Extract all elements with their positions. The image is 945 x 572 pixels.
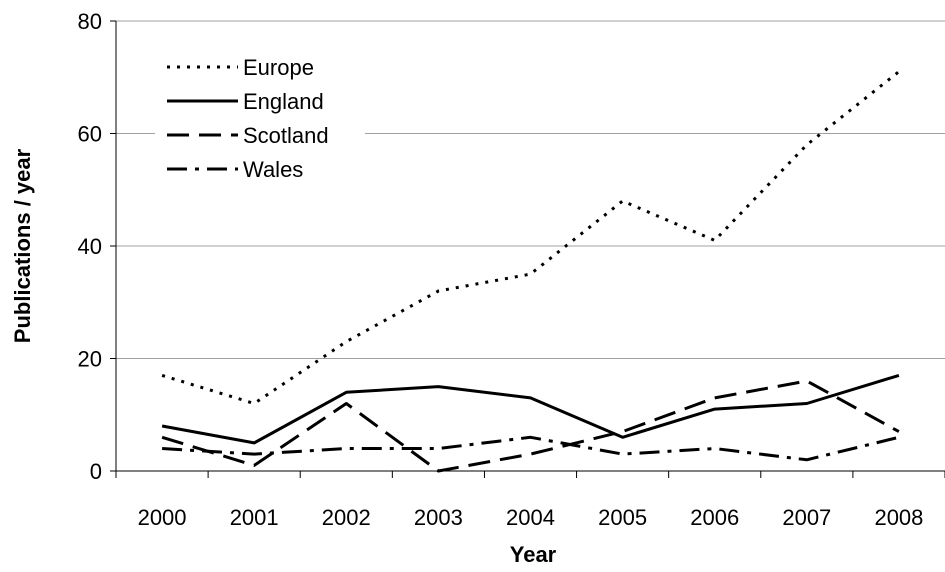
y-tick-label: 80: [78, 9, 102, 34]
series-line-scotland: [161, 379, 900, 473]
x-tick-label: 2007: [782, 505, 831, 530]
x-tick-label: 2001: [230, 505, 279, 530]
x-tick-label: 2000: [138, 505, 187, 530]
legend-label-scotland: Scotland: [243, 123, 329, 148]
legend-background: [155, 44, 365, 194]
axes: [110, 20, 945, 478]
x-tick-label: 2003: [414, 505, 463, 530]
legend-label-england: England: [243, 89, 324, 114]
series-line-wales: [162, 435, 900, 462]
x-axis-title: Year: [510, 542, 557, 567]
x-tick-labels: 2000 2001 2002 2003 2004 2005 2006 2007 2008: [138, 505, 924, 530]
x-tick-label: 2008: [874, 505, 923, 530]
y-tick-label: 0: [90, 459, 102, 484]
y-tick-label: 20: [78, 347, 102, 372]
x-tick-label: 2004: [506, 505, 555, 530]
y-axis-title: Publications / year: [10, 148, 35, 343]
series-line-england: [161, 373, 900, 445]
series-line-europe: [161, 70, 900, 405]
x-tick-label: 2006: [690, 505, 739, 530]
y-tick-label: 60: [78, 122, 102, 147]
series-lines: [161, 70, 900, 473]
legend-label-wales: Wales: [243, 157, 303, 182]
y-tick-labels: 0 20 40 60 80: [78, 9, 102, 484]
legend: Europe England Scotland Wales: [155, 44, 365, 194]
y-tick-label: 40: [78, 234, 102, 259]
x-tick-label: 2005: [598, 505, 647, 530]
legend-label-europe: Europe: [243, 55, 314, 80]
x-tick-label: 2002: [322, 505, 371, 530]
